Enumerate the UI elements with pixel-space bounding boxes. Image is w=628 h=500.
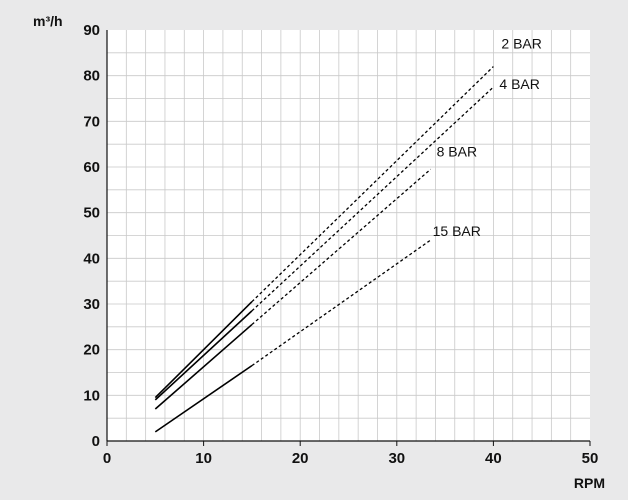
x-tick-label: 50 [582,450,599,467]
series-2-bar-dashed-line [251,66,494,303]
y-tick-label: 0 [92,433,100,450]
y-tick-label: 40 [83,250,100,267]
y-tick-label: 50 [83,205,100,222]
series-15-bar-solid-line [154,364,253,433]
y-tick-label: 10 [83,387,100,404]
y-tick-label: 80 [83,68,100,85]
x-tick-label: 0 [103,450,111,467]
x-tick-label: 10 [195,450,212,467]
tick-labels: 0 10 20 30 40 50 0 10 20 30 40 50 60 70 80 90 [83,22,598,467]
series-2-bar-solid-line [154,301,253,399]
series-label-2-bar: 2 BAR [501,36,541,52]
series-labels: 2 BAR 4 BAR 8 BAR 15 BAR [433,36,542,240]
y-tick-label: 20 [83,342,100,359]
series-15-bar-dashed-line [251,239,431,367]
series-label-8-bar: 8 BAR [437,143,477,159]
y-axis-unit: m³/h [33,13,63,29]
x-axis-label: RPM [574,475,605,491]
series-8-bar-solid-line [154,323,253,410]
y-tick-label: 90 [83,22,100,39]
x-tick-label: 40 [485,450,502,467]
y-tick-label: 60 [83,159,100,176]
series-label-4-bar: 4 BAR [499,76,539,92]
series-lines [154,66,494,433]
y-tick-label: 70 [83,113,100,130]
y-tick-label: 30 [83,296,100,313]
series-8-bar-dashed-line [251,168,432,326]
x-tick-label: 30 [388,450,405,467]
x-tick-label: 20 [292,450,309,467]
axes [106,30,590,442]
series-4-bar-solid-line [154,310,253,401]
series-label-15-bar: 15 BAR [433,223,481,239]
